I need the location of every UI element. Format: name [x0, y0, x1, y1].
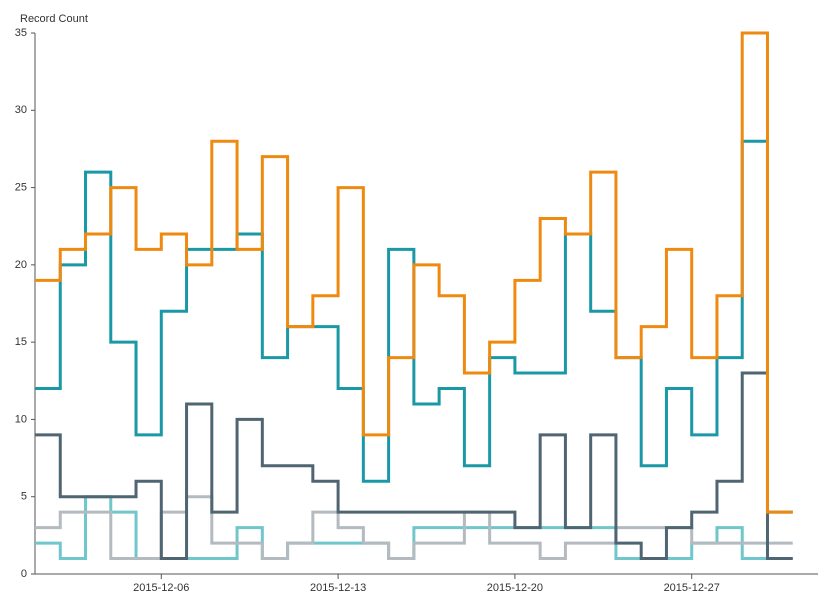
y-tick-label: 35 [15, 27, 27, 39]
x-tick-label: 2015-12-06 [133, 582, 189, 594]
series-line [35, 139, 793, 514]
y-tick-label: 0 [21, 568, 27, 580]
x-tick-label: 2015-12-13 [310, 582, 366, 594]
y-tick-label: 25 [15, 181, 27, 193]
y-axis-label: Record Count [20, 13, 88, 25]
x-tick-label: 2015-12-27 [664, 582, 720, 594]
y-tick-label: 10 [15, 413, 27, 425]
y-tick-label: 15 [15, 336, 27, 348]
series-line [35, 31, 793, 514]
y-tick-label: 5 [21, 491, 27, 503]
series-line [35, 371, 793, 561]
y-tick-label: 20 [15, 259, 27, 271]
x-tick-label: 2015-12-20 [487, 582, 543, 594]
y-tick-label: 30 [15, 104, 27, 116]
